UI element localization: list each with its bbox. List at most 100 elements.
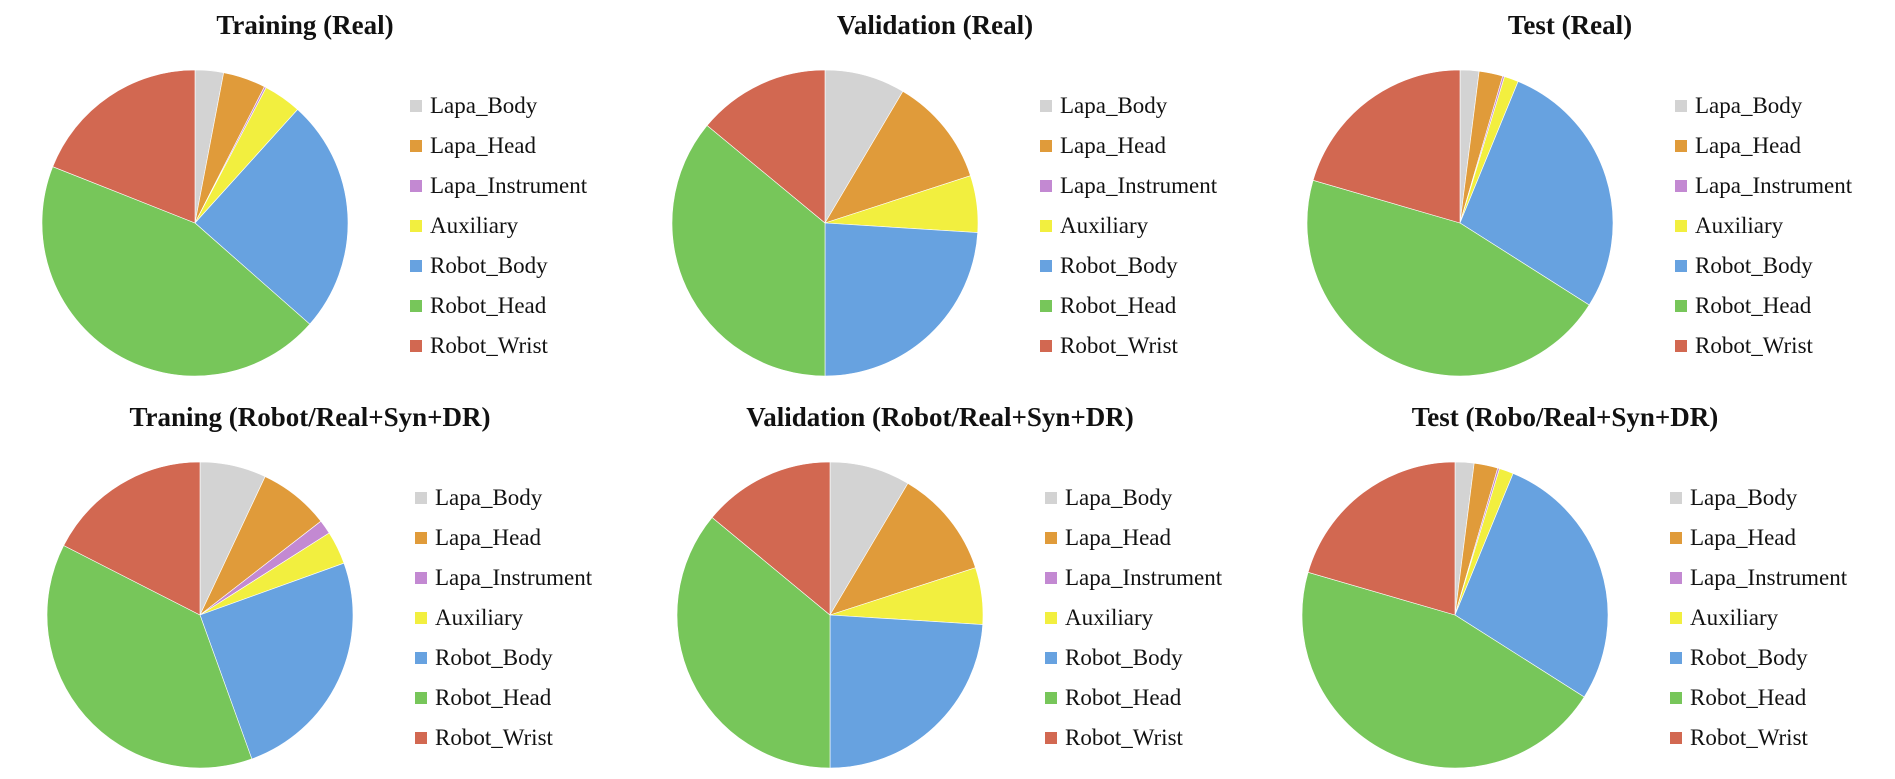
pie-plot — [1306, 69, 1614, 377]
legend-swatch — [1040, 340, 1052, 352]
pie-slice-robot-wrist — [1312, 69, 1461, 224]
legend-swatch — [415, 532, 427, 544]
pie-slice-lapa-head — [829, 482, 976, 616]
legend-label: Lapa_Head — [435, 525, 541, 550]
legend-label: Lapa_Head — [1060, 133, 1166, 158]
legend-swatch — [1040, 100, 1052, 112]
legend-label: Lapa_Instrument — [1690, 565, 1848, 590]
legend-label: Lapa_Head — [1065, 525, 1171, 550]
legend-label: Auxiliary — [1690, 605, 1779, 630]
legend-item-robot-body: Robot_Body — [415, 638, 592, 678]
legend-swatch — [1675, 340, 1687, 352]
legend-item-robot-head: Robot_Head — [1675, 286, 1852, 326]
legend-swatch — [1045, 612, 1057, 624]
legend-swatch — [1040, 260, 1052, 272]
pie-plot — [41, 69, 349, 377]
legend-label: Auxiliary — [430, 213, 519, 238]
legend-item-lapa-instrument: Lapa_Instrument — [1670, 558, 1847, 598]
pie-slice-robot-body — [824, 222, 979, 377]
pie-plot — [46, 461, 354, 769]
legend-label: Robot_Body — [1065, 645, 1183, 670]
legend-label: Robot_Body — [1690, 645, 1808, 670]
legend-item-robot-wrist: Robot_Wrist — [1675, 326, 1852, 366]
legend-item-auxiliary: Auxiliary — [1675, 206, 1852, 246]
legend-item-robot-head: Robot_Head — [1045, 678, 1222, 718]
pie-slice-robot-head — [1306, 179, 1590, 377]
legend-swatch — [1040, 140, 1052, 152]
legend-item-lapa-body: Lapa_Body — [1040, 86, 1217, 126]
pie-slice-robot-body — [194, 109, 349, 325]
legend-label: Lapa_Body — [1065, 485, 1173, 510]
legend-item-auxiliary: Auxiliary — [410, 206, 587, 246]
pie-slice-robot-wrist — [1307, 461, 1456, 616]
legend-label: Robot_Head — [1695, 293, 1812, 318]
legend-swatch — [1045, 652, 1057, 664]
pie-slice-robot-head — [46, 545, 253, 769]
pie-slice-robot-body — [1459, 81, 1614, 306]
pie-plot — [671, 69, 979, 377]
legend-swatch — [1670, 572, 1682, 584]
legend-swatch — [1670, 652, 1682, 664]
legend-label: Robot_Head — [1060, 293, 1177, 318]
legend-swatch — [1040, 180, 1052, 192]
legend-swatch — [1045, 532, 1057, 544]
legend: Lapa_Body Lapa_Head Lapa_Instrument Auxilia… — [1040, 86, 1217, 366]
legend: Lapa_Body Lapa_Head Lapa_Instrument Auxilia… — [1670, 478, 1847, 758]
legend-item-lapa-instrument: Lapa_Instrument — [410, 166, 587, 206]
legend-label: Robot_Head — [435, 685, 552, 710]
legend-label: Robot_Wrist — [435, 725, 553, 750]
pie-plot — [676, 461, 984, 769]
pie-slice-robot-body — [829, 614, 984, 769]
pie-slice-robot-wrist — [52, 69, 196, 224]
legend-swatch — [410, 140, 422, 152]
legend-label: Auxiliary — [1060, 213, 1149, 238]
legend-swatch — [410, 340, 422, 352]
legend-label: Lapa_Body — [1695, 93, 1803, 118]
pie-slice-robot-wrist — [706, 69, 826, 224]
legend-label: Lapa_Instrument — [1695, 173, 1853, 198]
legend-item-robot-head: Robot_Head — [1040, 286, 1217, 326]
legend: Lapa_Body Lapa_Head Lapa_Instrument Auxilia… — [410, 86, 587, 366]
legend: Lapa_Body Lapa_Head Lapa_Instrument Auxilia… — [1675, 86, 1852, 366]
legend-item-auxiliary: Auxiliary — [415, 598, 592, 638]
pie-slice-robot-wrist — [63, 461, 201, 616]
legend-swatch — [1040, 300, 1052, 312]
legend-label: Auxiliary — [435, 605, 524, 630]
legend-swatch — [1045, 732, 1057, 744]
legend-swatch — [1670, 732, 1682, 744]
legend-swatch — [1675, 180, 1687, 192]
legend-swatch — [410, 220, 422, 232]
legend-label: Lapa_Body — [435, 485, 543, 510]
legend-label: Lapa_Instrument — [1060, 173, 1218, 198]
legend-label: Lapa_Body — [430, 93, 538, 118]
pie-slice-robot-head — [676, 517, 831, 769]
legend-label: Lapa_Body — [1060, 93, 1168, 118]
legend-item-robot-wrist: Robot_Wrist — [1045, 718, 1222, 758]
legend-item-lapa-body: Lapa_Body — [410, 86, 587, 126]
legend-label: Robot_Head — [1065, 685, 1182, 710]
legend-swatch — [1670, 492, 1682, 504]
legend: Lapa_Body Lapa_Head Lapa_Instrument Auxilia… — [415, 478, 592, 758]
legend-label: Robot_Body — [1060, 253, 1178, 278]
legend-swatch — [415, 732, 427, 744]
pie-slice-robot-body — [199, 562, 354, 760]
legend-item-lapa-head: Lapa_Head — [1675, 126, 1852, 166]
legend-swatch — [415, 692, 427, 704]
legend-item-robot-wrist: Robot_Wrist — [1670, 718, 1847, 758]
legend-item-robot-head: Robot_Head — [1670, 678, 1847, 718]
legend-label: Robot_Wrist — [1690, 725, 1808, 750]
chart-title: Test (Real) — [1507, 10, 1633, 40]
legend: Lapa_Body Lapa_Head Lapa_Instrument Auxilia… — [1045, 478, 1222, 758]
legend-swatch — [415, 612, 427, 624]
pie-slice-robot-head — [671, 125, 826, 377]
pie-slice-robot-body — [1454, 473, 1609, 698]
legend-label: Lapa_Instrument — [430, 173, 588, 198]
legend-swatch — [1670, 612, 1682, 624]
legend-swatch — [410, 100, 422, 112]
legend-label: Robot_Head — [1690, 685, 1807, 710]
legend-item-lapa-head: Lapa_Head — [415, 518, 592, 558]
legend-item-auxiliary: Auxiliary — [1045, 598, 1222, 638]
legend-label: Auxiliary — [1695, 213, 1784, 238]
legend-label: Lapa_Body — [1690, 485, 1798, 510]
legend-item-auxiliary: Auxiliary — [1040, 206, 1217, 246]
